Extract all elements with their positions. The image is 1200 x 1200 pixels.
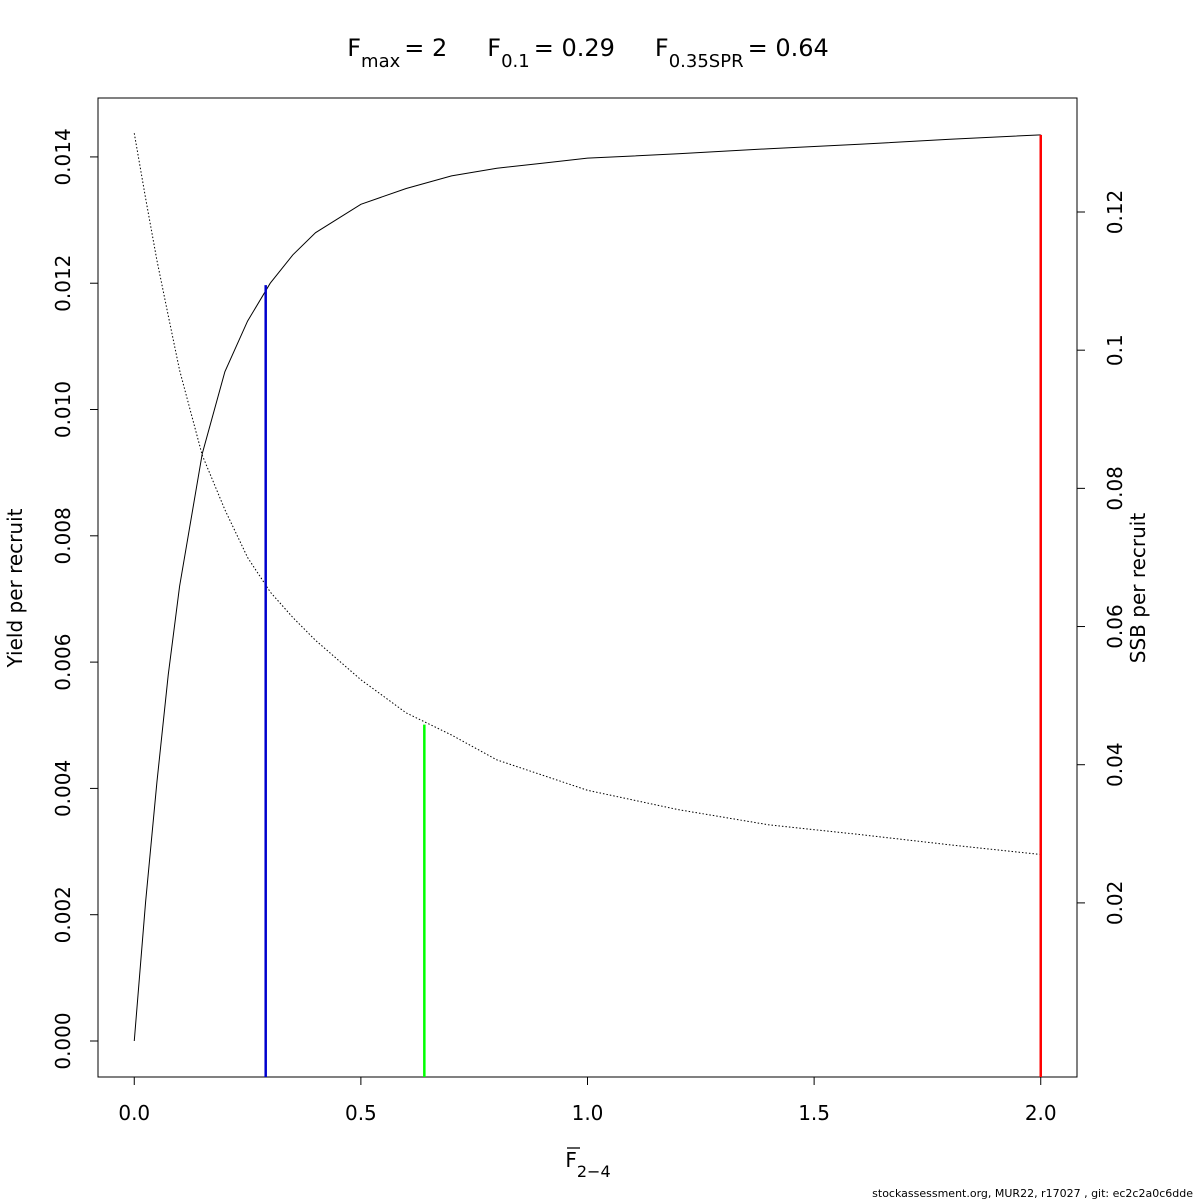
title-value: = 2 (404, 34, 447, 62)
footnote: stockassessment.org, MUR22, r17027 , git… (872, 1187, 1193, 1200)
y-tick-label: 0.012 (51, 255, 75, 312)
x-tick-label: 2.0 (1025, 1101, 1057, 1125)
x-tick-label: 1.0 (572, 1101, 604, 1125)
title-symbol: F (347, 34, 361, 62)
y-tick-label: 0.004 (51, 760, 75, 817)
title-value: = 0.64 (748, 34, 829, 62)
y2-tick-label: 0.04 (1103, 742, 1127, 787)
y2-axis-label: SSB per recruit (1126, 513, 1150, 664)
y2-tick-label: 0.06 (1103, 604, 1127, 649)
x-tick-label: 1.5 (798, 1101, 830, 1125)
x-axis-label: F2−4 (565, 1148, 610, 1181)
chart-title: Fmax = 2 F0.1 = 0.29 F0.35SPR = 0.64 (347, 34, 829, 72)
title-subscript: 0.1 (501, 51, 530, 72)
y-tick-label: 0.000 (51, 1012, 75, 1069)
ssb-line (133, 133, 1041, 856)
x-label-symbol: F (565, 1148, 577, 1172)
y2-tick-label: 0.02 (1103, 881, 1127, 926)
y-tick-label: 0.010 (51, 381, 75, 438)
title-value: = 0.29 (534, 34, 615, 62)
yield-line (133, 134, 1041, 1042)
y2-tick-label: 0.12 (1103, 190, 1127, 235)
y-tick-label: 0.008 (51, 507, 75, 564)
title-subscript: max (361, 51, 401, 72)
y-tick-label: 0.002 (51, 886, 75, 943)
title-symbol: F (487, 34, 501, 62)
x-tick-label: 0.5 (345, 1101, 377, 1125)
y2-tick-label: 0.1 (1103, 334, 1127, 366)
title-subscript: 0.35SPR (669, 51, 744, 72)
title-symbol: F (655, 34, 669, 62)
y2-tick-label: 0.08 (1103, 466, 1127, 511)
plot-frame (97, 97, 1078, 1078)
x-label-subscript: 2−4 (577, 1162, 611, 1181)
y-tick-label: 0.014 (51, 128, 75, 185)
y-axis-label: Yield per recruit (3, 508, 27, 668)
y-tick-label: 0.006 (51, 633, 75, 690)
x-tick-label: 0.0 (118, 1101, 150, 1125)
